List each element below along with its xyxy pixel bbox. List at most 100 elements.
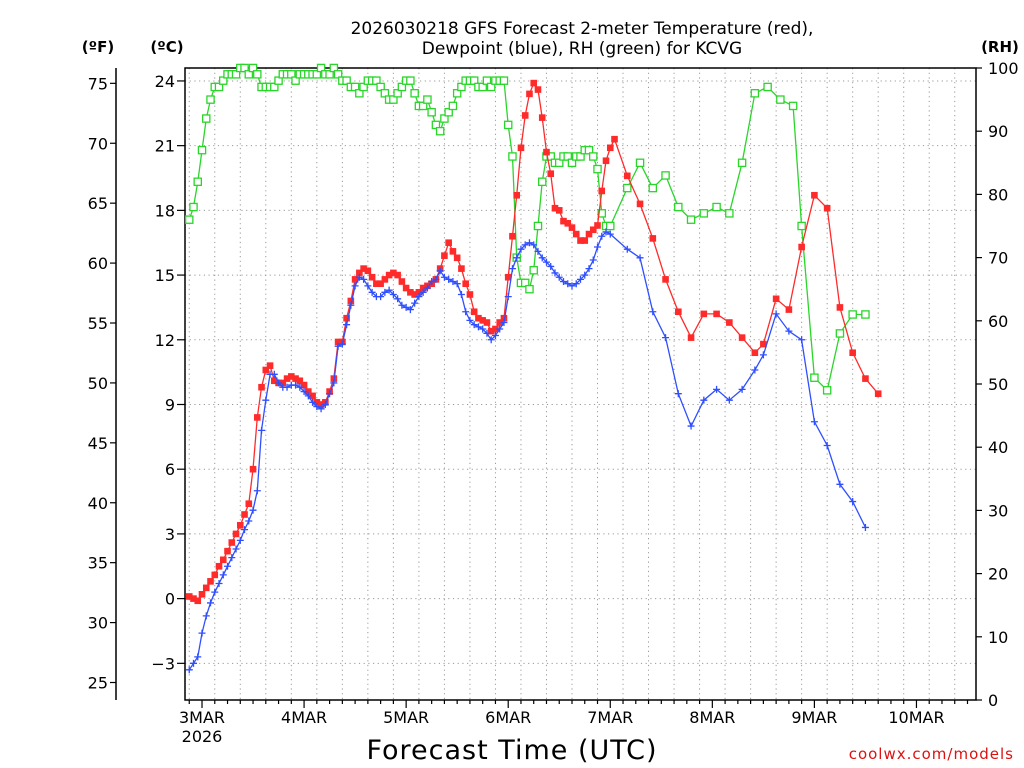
dewpoint-marker: [568, 282, 576, 290]
x-tick-label: 8MAR: [689, 708, 735, 727]
temperature-marker: [232, 530, 240, 538]
series-2-meter-temperature: [185, 79, 882, 605]
rh-marker: [597, 209, 607, 218]
temperature-marker: [185, 593, 193, 600]
temperature-marker: [589, 226, 597, 234]
temperature-marker: [253, 414, 261, 421]
rh-marker: [355, 89, 364, 98]
temperature-marker: [568, 224, 576, 231]
dewpoint-marker: [406, 306, 414, 314]
dewpoint-marker: [236, 536, 244, 544]
dewpoint-marker: [759, 351, 767, 359]
rh-marker: [576, 152, 585, 161]
temperature-marker: [309, 392, 316, 400]
dewpoint-marker: [300, 388, 308, 396]
gridlines: [185, 68, 976, 700]
temperature-marker: [534, 86, 542, 93]
temperature-marker: [751, 349, 759, 357]
dewpoint-marker: [377, 293, 385, 301]
rh-marker: [469, 76, 479, 85]
series-line: [188, 231, 866, 671]
temperature-marker: [373, 280, 380, 287]
fahrenheit-tick-label: 70: [88, 134, 108, 153]
rh-tick-label: 90: [988, 122, 1008, 141]
rh-marker: [316, 63, 326, 73]
rh-marker: [435, 126, 445, 136]
temperature-marker: [377, 280, 384, 287]
chart-title-line2: Dewpoint (blue), RH (green) for KCVG: [422, 39, 742, 59]
temperature-marker: [441, 252, 448, 259]
dewpoint-marker: [317, 405, 325, 413]
rh-marker: [418, 101, 428, 111]
temperature-marker: [347, 297, 355, 305]
temperature-marker: [594, 222, 601, 229]
temperature-marker: [462, 280, 469, 287]
dewpoint-marker: [381, 288, 389, 296]
dewpoint-marker: [453, 280, 461, 288]
rh-marker: [835, 329, 845, 338]
rh-tick-label: 20: [988, 565, 1008, 584]
temperature-marker: [449, 248, 457, 255]
dewpoint-marker: [551, 269, 559, 277]
temperature-marker: [500, 314, 508, 322]
dewpoint-marker: [462, 308, 470, 316]
temperature-marker: [862, 375, 869, 382]
fahrenheit-tick-label: 55: [88, 314, 108, 333]
dewpoint-marker: [649, 308, 657, 316]
temperature-marker: [202, 584, 210, 592]
rh-marker: [253, 70, 262, 79]
temperature-marker: [517, 144, 525, 152]
rh-marker: [410, 89, 419, 98]
temperature-marker: [356, 269, 363, 277]
temperature-marker: [479, 317, 486, 324]
dewpoint-marker: [326, 390, 334, 398]
temperature-marker: [407, 289, 414, 296]
temperature-marker: [190, 595, 197, 602]
temperature-marker: [836, 304, 844, 311]
dewpoint-marker: [253, 487, 261, 495]
celsius-tick-label: 21: [155, 137, 175, 156]
rh-marker: [737, 158, 747, 168]
rh-marker: [389, 95, 398, 104]
rh-marker: [478, 82, 487, 92]
fahrenheit-tick-label: 65: [88, 194, 108, 213]
temperature-marker: [249, 465, 257, 473]
temperature-marker: [492, 325, 499, 333]
dewpoint-marker: [368, 288, 376, 296]
temperature-marker: [738, 334, 746, 341]
temperature-marker: [296, 377, 304, 385]
dewpoint-marker: [394, 295, 402, 303]
temperature-marker: [351, 276, 359, 283]
rh-marker: [452, 89, 462, 98]
rh-marker: [427, 107, 436, 117]
dewpoint-marker: [338, 340, 346, 348]
dewpoint-marker: [836, 480, 844, 488]
dewpoint-marker: [547, 262, 555, 270]
rh-marker: [189, 202, 198, 212]
rh-marker: [525, 284, 534, 294]
rh-marker: [533, 221, 543, 231]
temperature-marker: [874, 390, 882, 398]
series-dewpoint: [185, 228, 869, 674]
dewpoint-marker: [810, 418, 818, 426]
dewpoint-marker: [343, 321, 351, 329]
dewpoint-marker: [487, 336, 495, 344]
dewpoint-marker: [402, 303, 410, 311]
fahrenheit-axis-unit: (ºF): [82, 38, 114, 56]
rh-marker: [776, 95, 785, 104]
temperature-marker: [445, 239, 452, 247]
x-tick-label: 5MAR: [383, 708, 429, 727]
temperature-marker: [785, 306, 793, 313]
x-tick-label: 3MAR: [179, 708, 225, 727]
temperature-marker: [271, 377, 278, 385]
temperature-marker: [551, 204, 559, 212]
dewpoint-marker: [304, 392, 312, 400]
rh-marker: [606, 221, 615, 231]
dewpoint-marker: [215, 580, 223, 588]
dewpoint-marker: [228, 554, 236, 562]
temperature-marker: [236, 521, 244, 529]
x-tick-label: 10MAR: [888, 708, 944, 727]
temperature-marker: [623, 172, 631, 180]
temperature-marker: [636, 200, 644, 208]
